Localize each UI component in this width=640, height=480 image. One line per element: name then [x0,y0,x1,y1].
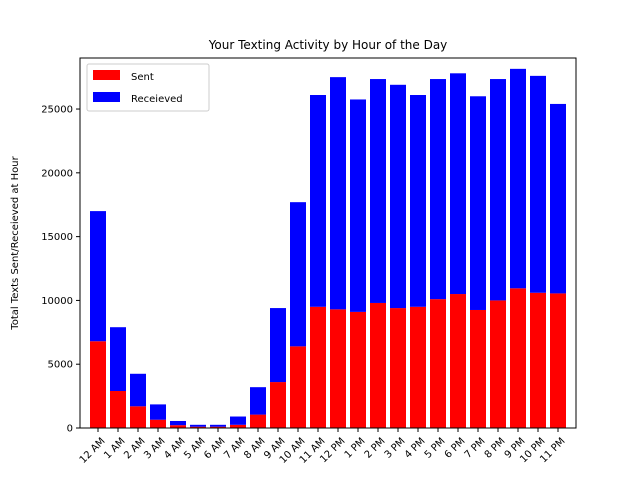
bar-sent [530,292,546,428]
bar-received [150,404,166,420]
bar-received [130,373,146,407]
bar-received [410,95,426,307]
bar-received [350,99,366,312]
bar-received [170,420,186,426]
bar-sent [490,300,506,428]
x-tick-label: 3 AM [142,436,167,461]
legend-label-sent: Sent [131,72,154,83]
y-tick-label: 5000 [48,360,73,371]
bar-received [470,96,486,310]
bar-sent [370,302,386,428]
bar-sent [90,341,106,428]
x-tick-label: 4 PM [403,436,428,461]
x-tick-label: 2 AM [122,436,147,461]
bar-received [90,211,106,342]
bar-sent [470,309,486,428]
y-axis-ticks: 0 5000 10000 15000 20000 25000 [41,105,80,435]
x-tick-label: 8 AM [242,436,267,461]
legend-swatch-received [93,92,120,102]
x-tick-label: 8 PM [483,436,508,461]
y-tick-label: 15000 [41,232,73,243]
bar-received [550,103,566,294]
bar-sent [170,425,186,428]
bar-received [450,73,466,295]
legend: Sent Receieved [86,63,210,112]
x-axis-ticks: 12 AM1 AM2 AM3 AM4 AM5 AM6 AM7 AM8 AM9 A… [78,428,568,466]
x-tick-label: 1 PM [343,436,368,461]
bar-sent [430,299,446,428]
bars [90,68,566,428]
legend-label-received: Receieved [131,94,183,105]
bar-received [270,308,286,383]
y-tick-label: 10000 [41,296,73,307]
legend-swatch-sent [93,70,120,80]
bar-received [250,387,266,415]
bar-received [330,77,346,310]
x-tick-label: 1 AM [102,436,127,461]
bar-sent [130,406,146,428]
plot-frame [79,57,577,429]
bar-sent [150,419,166,428]
bar-received [530,75,546,293]
x-tick-label: 4 AM [162,436,187,461]
bar-sent [550,293,566,428]
x-tick-label: 12 AM [78,436,108,466]
x-tick-label: 7 AM [222,436,247,461]
bar-received [290,202,306,347]
bar-sent [330,309,346,428]
bar-sent [510,288,526,428]
bar-sent [230,424,246,428]
bar-received [370,79,386,303]
x-tick-label: 6 PM [443,436,468,461]
chart-title: Your Texting Activity by Hour of the Day [208,38,448,52]
y-tick-label: 20000 [41,168,73,179]
y-tick-label: 25000 [41,105,73,116]
x-tick-label: 7 PM [463,436,488,461]
bar-sent [250,414,266,428]
bar-sent [350,311,366,428]
bar-sent [210,426,226,428]
y-axis-label: Total Texts Sent/Receieved at Hour [10,155,21,330]
bar-received [430,79,446,300]
bar-received [510,68,526,289]
x-tick-label: 6 AM [202,436,227,461]
bar-received [390,84,406,309]
x-tick-label: 3 PM [383,436,408,461]
bar-sent [110,391,126,428]
y-tick-label: 0 [67,424,73,435]
bar-sent [310,306,326,428]
bar-sent [450,294,466,428]
x-tick-label: 2 PM [363,436,388,461]
bar-received [190,424,206,427]
bar-received [230,416,246,425]
bar-sent [290,346,306,428]
bar-received [490,79,506,301]
x-tick-label: 5 AM [182,436,207,461]
bar-sent [410,306,426,428]
bar-received [310,95,326,307]
bar-received [110,327,126,391]
bar-sent [390,308,406,428]
bar-sent [190,426,206,428]
x-tick-label: 5 PM [423,436,448,461]
bar-received [210,424,226,427]
bar-sent [270,382,286,428]
